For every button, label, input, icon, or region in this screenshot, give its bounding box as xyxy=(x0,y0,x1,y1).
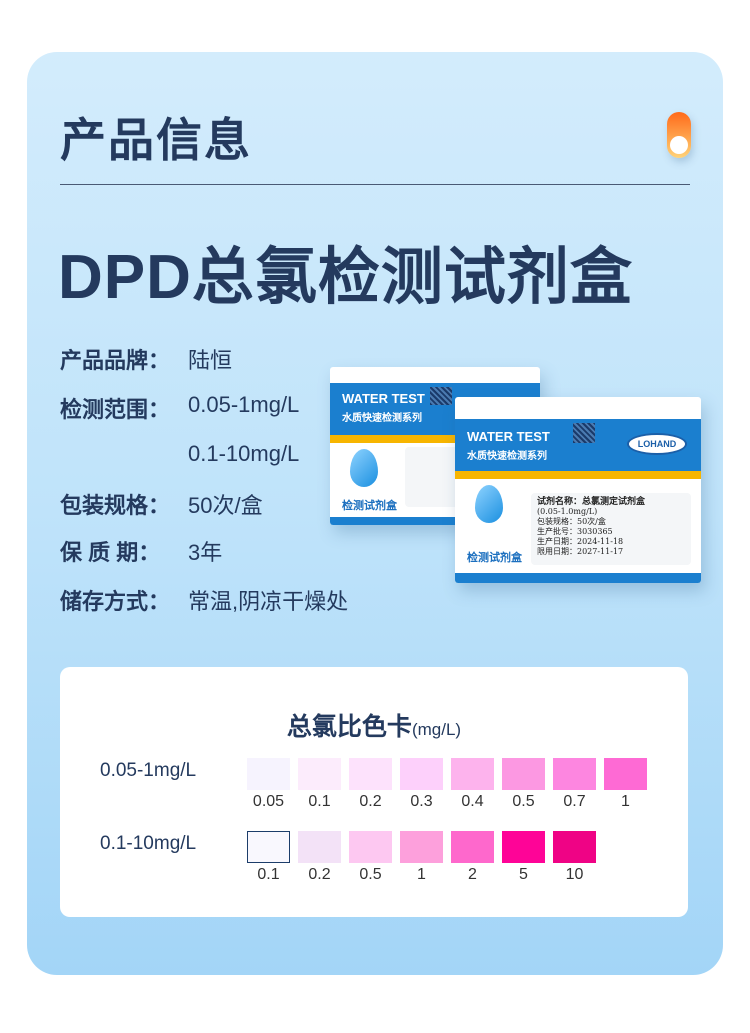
color-swatch xyxy=(604,758,647,790)
product-title: DPD总氯检测试剂盒 xyxy=(58,243,633,312)
spec-label: 产品品牌： xyxy=(60,348,171,373)
color-swatch xyxy=(298,831,341,863)
color-card: 总氯比色卡(mg/L) 0.05-1mg/L 0.05 0.1 0.2 0.3 0.4 0.… xyxy=(60,667,688,917)
color-swatch xyxy=(502,758,545,790)
spec-row: 检测范围： 0.05-1mg/L xyxy=(60,392,299,424)
swatch-value: 0.2 xyxy=(308,866,331,883)
color-swatch xyxy=(349,831,392,863)
color-swatch xyxy=(553,758,596,790)
swatch-value: 0.5 xyxy=(359,866,382,883)
color-swatch xyxy=(400,831,443,863)
swatch-value: 0.2 xyxy=(359,793,382,810)
product-image: WATER TEST 水质快速检测系列 检测试剂盒 WATER TEST 水质快… xyxy=(325,365,705,590)
range-label: 0.1-10mg/L xyxy=(100,833,197,854)
range-label: 0.05-1mg/L xyxy=(100,760,197,781)
swatch-value: 1 xyxy=(417,866,426,883)
swatch-value: 0.3 xyxy=(410,793,433,810)
spec-row: 包装规格： 50次/盒 xyxy=(60,488,263,520)
swatch-value: 1 xyxy=(621,793,630,810)
color-swatch xyxy=(247,758,290,790)
spec-value: 0.1-10mg/L xyxy=(188,441,300,466)
spec-row: 储存方式： 常温,阴凉干燥处 xyxy=(60,584,348,616)
toggle-icon xyxy=(667,112,691,158)
spec-value: 3年 xyxy=(188,540,223,565)
section-title: 产品信息 xyxy=(60,114,252,166)
spec-label: 包装规格： xyxy=(60,493,171,518)
spec-value: 0.05-1mg/L xyxy=(188,392,300,417)
spec-row: 0.1-10mg/L xyxy=(60,441,299,467)
color-swatch xyxy=(502,831,545,863)
color-swatch xyxy=(247,831,290,863)
spec-label: 储存方式： xyxy=(60,589,171,614)
swatch-value: 2 xyxy=(468,866,477,883)
spec-label: 保 质 期： xyxy=(60,540,161,565)
color-swatch xyxy=(349,758,392,790)
color-swatch xyxy=(553,831,596,863)
swatch-value: 0.4 xyxy=(461,793,484,810)
color-swatch xyxy=(451,831,494,863)
swatch-value: 0.7 xyxy=(563,793,586,810)
divider xyxy=(60,184,690,185)
color-swatch xyxy=(298,758,341,790)
swatch-value: 0.1 xyxy=(257,866,280,883)
swatch-value: 10 xyxy=(565,866,584,883)
spec-value: 陆恒 xyxy=(188,348,233,373)
spec-value: 50次/盒 xyxy=(188,493,263,518)
spec-value: 常温,阴凉干燥处 xyxy=(188,589,349,614)
swatch-value: 0.5 xyxy=(512,793,535,810)
color-card-title: 总氯比色卡(mg/L) xyxy=(286,713,462,741)
color-swatch xyxy=(451,758,494,790)
swatch-value: 5 xyxy=(519,866,528,883)
swatch-value: 0.1 xyxy=(308,793,331,810)
spec-label: 检测范围： xyxy=(60,397,171,422)
spec-row: 产品品牌： 陆恒 xyxy=(60,343,232,375)
color-swatch xyxy=(400,758,443,790)
swatch-value: 0.05 xyxy=(252,793,285,810)
spec-row: 保 质 期： 3年 xyxy=(60,535,222,567)
